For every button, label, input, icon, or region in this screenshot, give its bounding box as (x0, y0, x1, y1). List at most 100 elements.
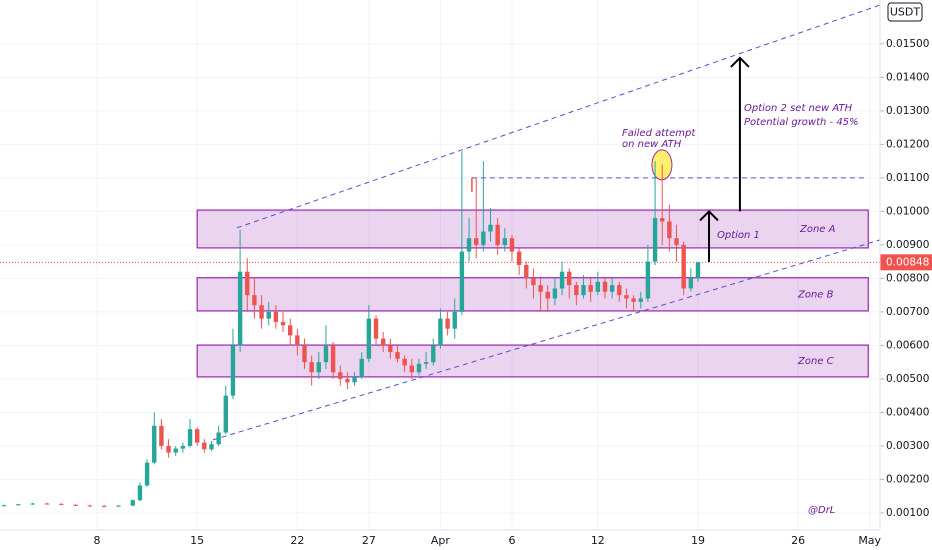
candle-body (452, 311, 457, 329)
candle-body (338, 372, 343, 379)
candle-body (316, 362, 322, 373)
candle-body (481, 231, 486, 245)
candle-body (280, 321, 286, 326)
candle-body (245, 271, 250, 296)
candle-body (187, 429, 193, 446)
last-price-box (880, 254, 932, 271)
candle-body (552, 288, 558, 299)
candle-body (431, 345, 436, 363)
candle-body (159, 425, 164, 446)
candle-body (59, 503, 64, 505)
candle-body (395, 352, 400, 359)
candle-body (273, 311, 279, 322)
candle-body (252, 295, 257, 306)
candle-body (330, 345, 336, 373)
y-tick-label: 0.01500 (886, 38, 929, 50)
candle-body (495, 224, 500, 245)
candle-body (474, 238, 479, 245)
grid (0, 0, 880, 530)
candle-body (323, 345, 329, 363)
x-tick-label: Apr (431, 534, 451, 547)
trend-line (236, 4, 881, 229)
candle-body (438, 318, 443, 346)
candle-body (302, 345, 307, 363)
candle-body (567, 271, 572, 286)
candle-body (209, 444, 214, 450)
candle-body (631, 298, 636, 302)
candle-body (152, 425, 157, 463)
candle-body (359, 358, 364, 378)
candle-body (223, 395, 228, 433)
candle-body (595, 281, 601, 292)
candle-body (130, 500, 135, 506)
candle-body (667, 221, 672, 239)
candle-body (173, 448, 178, 453)
candle-body (202, 442, 207, 450)
candle-body (509, 238, 515, 252)
candle-body (466, 238, 472, 252)
candle-body (409, 365, 415, 373)
candle-body (638, 298, 643, 302)
candle-body (445, 318, 450, 329)
candle-body (87, 505, 93, 507)
zone (196, 209, 869, 249)
candle-body (681, 244, 686, 289)
candle-body (516, 251, 522, 265)
candle-body (166, 445, 171, 453)
x-tick-label: 26 (791, 534, 805, 547)
candle-body (524, 265, 529, 279)
x-tick-label: 19 (691, 534, 705, 547)
candle-body (502, 238, 508, 245)
candle-body (309, 362, 314, 373)
candle-body (559, 271, 565, 289)
candle-body (295, 335, 300, 346)
y-tick-label: 0.00800 (886, 272, 929, 284)
candle-body (588, 285, 593, 292)
y-tick-label: 0.00400 (886, 406, 929, 418)
y-tick-label: 0.00600 (886, 339, 929, 351)
y-tick-label: 0.00900 (886, 239, 929, 251)
annotation: Option 2 set new ATH (744, 103, 853, 114)
candle-body (230, 345, 236, 396)
candle-body (423, 362, 429, 364)
candle-body (581, 285, 586, 296)
candle-body (388, 345, 393, 353)
candle-body (609, 285, 615, 292)
annotation: Potential growth - 45% (744, 117, 859, 128)
candle-body (488, 224, 493, 232)
axes: 0.00100 0.00200 0.00300 0.00400 0.00500 0.006… (94, 38, 932, 547)
x-tick-label: 12 (591, 534, 605, 547)
annotation: @DrL (808, 505, 835, 516)
candle-body (416, 363, 422, 373)
arrow-head (730, 56, 750, 68)
candle-body (287, 325, 293, 336)
last-price-label: 0.00848 (886, 256, 929, 268)
arrow-head (699, 209, 719, 222)
candle-body (373, 318, 379, 339)
candle-body (144, 462, 150, 486)
candle-body (1, 505, 7, 507)
trend-line (212, 239, 881, 441)
candle-body (116, 505, 121, 507)
candle-body (180, 445, 186, 449)
y-tick-label: 0.01400 (886, 71, 929, 83)
candle-body (531, 278, 536, 286)
candle-body (624, 295, 629, 299)
y-tick-label: 0.01200 (886, 138, 929, 150)
candle-body (695, 262, 701, 279)
candle-body (101, 505, 107, 507)
zone-label: Zone A (799, 224, 836, 235)
candle-body (194, 429, 200, 443)
y-tick-label: 0.01100 (886, 172, 929, 184)
y-tick-label: 0.01000 (886, 205, 929, 217)
x-tick-label: 22 (290, 534, 304, 547)
candle-body (459, 251, 465, 312)
candle-body (652, 218, 658, 262)
currency-box (887, 2, 923, 22)
candle-body (574, 285, 579, 296)
zone-label: Zone C (797, 356, 834, 367)
